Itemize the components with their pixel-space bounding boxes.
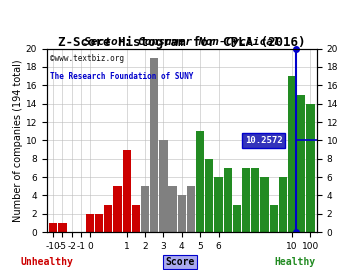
Bar [95, 214, 103, 232]
Bar [224, 168, 232, 232]
Bar [159, 140, 167, 232]
Bar [49, 223, 57, 232]
Bar [288, 76, 296, 232]
Text: The Research Foundation of SUNY: The Research Foundation of SUNY [50, 72, 193, 82]
Bar [297, 94, 305, 232]
Bar [242, 168, 250, 232]
Bar [233, 205, 241, 232]
Bar [251, 168, 260, 232]
Bar [260, 177, 269, 232]
Text: Score: Score [165, 257, 195, 267]
Bar [270, 205, 278, 232]
Text: Sector: Consumer Non-Cyclical: Sector: Consumer Non-Cyclical [84, 37, 280, 47]
Bar [168, 186, 177, 232]
Bar [58, 223, 67, 232]
Bar [215, 177, 223, 232]
Text: ©www.textbiz.org: ©www.textbiz.org [50, 54, 123, 63]
Bar [86, 214, 94, 232]
Y-axis label: Number of companies (194 total): Number of companies (194 total) [13, 59, 23, 222]
Bar [122, 150, 131, 232]
Bar [279, 177, 287, 232]
Bar [196, 131, 204, 232]
Bar [306, 104, 315, 232]
Bar [187, 186, 195, 232]
Bar [178, 195, 186, 232]
Title: Z-Score Histogram for CPLA (2016): Z-Score Histogram for CPLA (2016) [58, 36, 306, 49]
Bar [205, 159, 213, 232]
Bar [150, 58, 158, 232]
Bar [141, 186, 149, 232]
Text: Healthy: Healthy [275, 257, 316, 267]
Bar [104, 205, 112, 232]
Text: 10.2572: 10.2572 [245, 136, 282, 145]
Text: Unhealthy: Unhealthy [21, 257, 73, 267]
Bar [132, 205, 140, 232]
Bar [113, 186, 122, 232]
